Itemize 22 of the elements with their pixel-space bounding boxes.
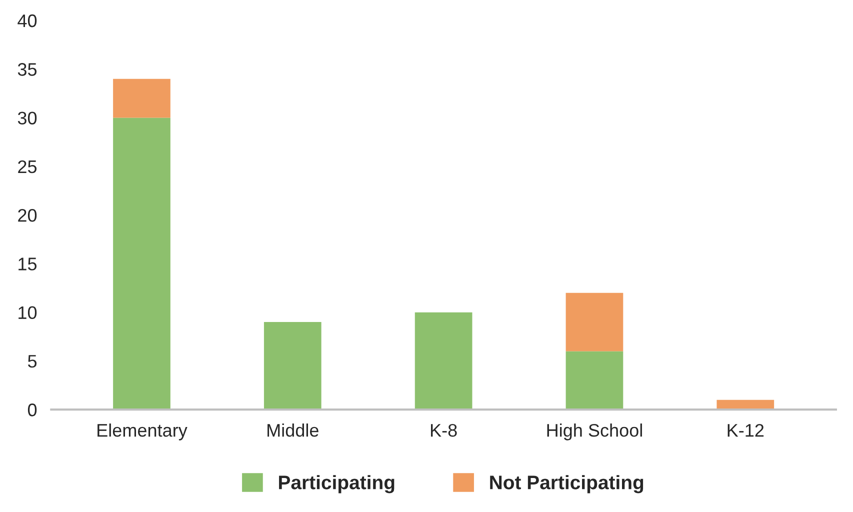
x-tick-label: K-8 xyxy=(430,424,457,437)
y-tick-label: 25 xyxy=(18,160,37,174)
y-tick-label: 40 xyxy=(18,14,37,28)
bar xyxy=(264,322,322,410)
y-tick-label: 35 xyxy=(18,63,37,76)
y-tick-label: 30 xyxy=(18,112,37,124)
x-tick-label: K-12 xyxy=(728,424,764,437)
x-tick-label: High School xyxy=(547,423,642,440)
y-tick-label: 5 xyxy=(28,355,37,368)
x-tick-label: Elementary xyxy=(98,423,188,440)
bar xyxy=(566,292,624,352)
bar xyxy=(113,118,170,410)
bar xyxy=(414,312,472,410)
bar xyxy=(113,78,170,118)
legend-label: Participating xyxy=(279,475,394,494)
y-tick-label: 15 xyxy=(18,258,37,270)
y-tick-label: 20 xyxy=(18,208,37,222)
y-tick-label: 0 xyxy=(28,404,37,416)
legend-label: Not Participating xyxy=(490,475,644,494)
x-tick-label: Middle xyxy=(268,423,318,437)
y-tick-label: 10 xyxy=(18,306,37,320)
bar xyxy=(566,351,624,410)
